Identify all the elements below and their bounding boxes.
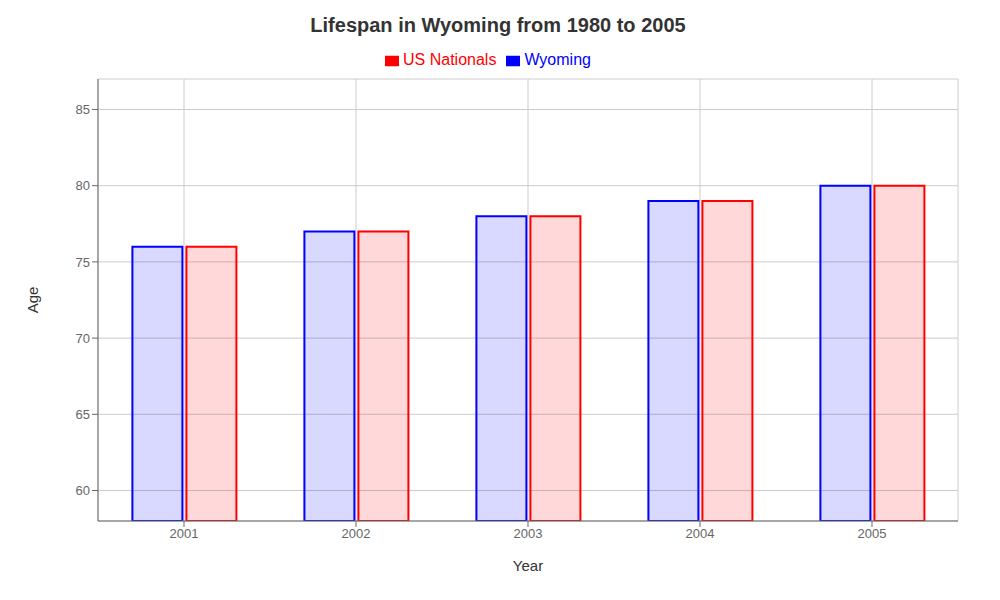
html-text:Wyoming: Wyoming [524, 51, 591, 68]
svg-text:Age: Age [24, 287, 41, 314]
svg-text:2001: 2001 [170, 526, 199, 541]
svg-text:80: 80 [76, 178, 90, 193]
svg-text:2003: 2003 [514, 526, 543, 541]
html-text:US Nationals: US Nationals [403, 51, 497, 68]
html-text:Lifespan in Wyoming from 1980: Lifespan in Wyoming from 1980 to 2005 [310, 14, 686, 36]
svg-text:75: 75 [76, 255, 90, 270]
svg-text:2004: 2004 [686, 526, 715, 541]
svg-text:85: 85 [76, 102, 90, 117]
svg-text:2005: 2005 [858, 526, 887, 541]
svg-text:2002: 2002 [342, 526, 371, 541]
svg-text:70: 70 [76, 331, 90, 346]
svg-text:65: 65 [76, 407, 90, 422]
svg-text:Year: Year [513, 557, 543, 574]
svg-text:60: 60 [76, 483, 90, 498]
